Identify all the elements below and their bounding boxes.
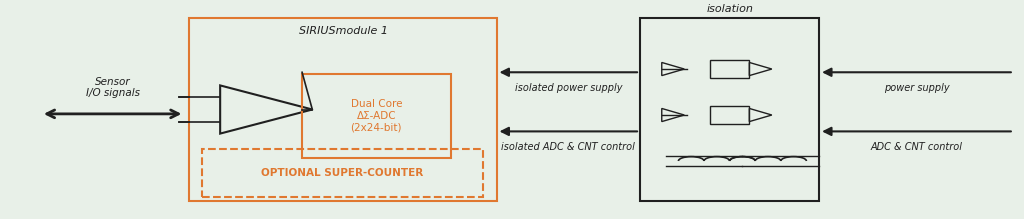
Text: Dual Core
ΔΣ-ADC
(2x24-bit): Dual Core ΔΣ-ADC (2x24-bit) xyxy=(350,99,402,133)
Text: ADC & CNT control: ADC & CNT control xyxy=(870,142,963,152)
Text: SIRIUSmodule 1: SIRIUSmodule 1 xyxy=(299,26,387,36)
Text: Sensor
I/O signals: Sensor I/O signals xyxy=(86,77,139,98)
Text: OPTIONAL SUPER-COUNTER: OPTIONAL SUPER-COUNTER xyxy=(261,168,424,178)
Text: power supply: power supply xyxy=(884,83,949,93)
Text: isolation: isolation xyxy=(707,4,753,14)
Text: isolated ADC & CNT control: isolated ADC & CNT control xyxy=(502,142,635,152)
Text: isolated power supply: isolated power supply xyxy=(515,83,622,93)
